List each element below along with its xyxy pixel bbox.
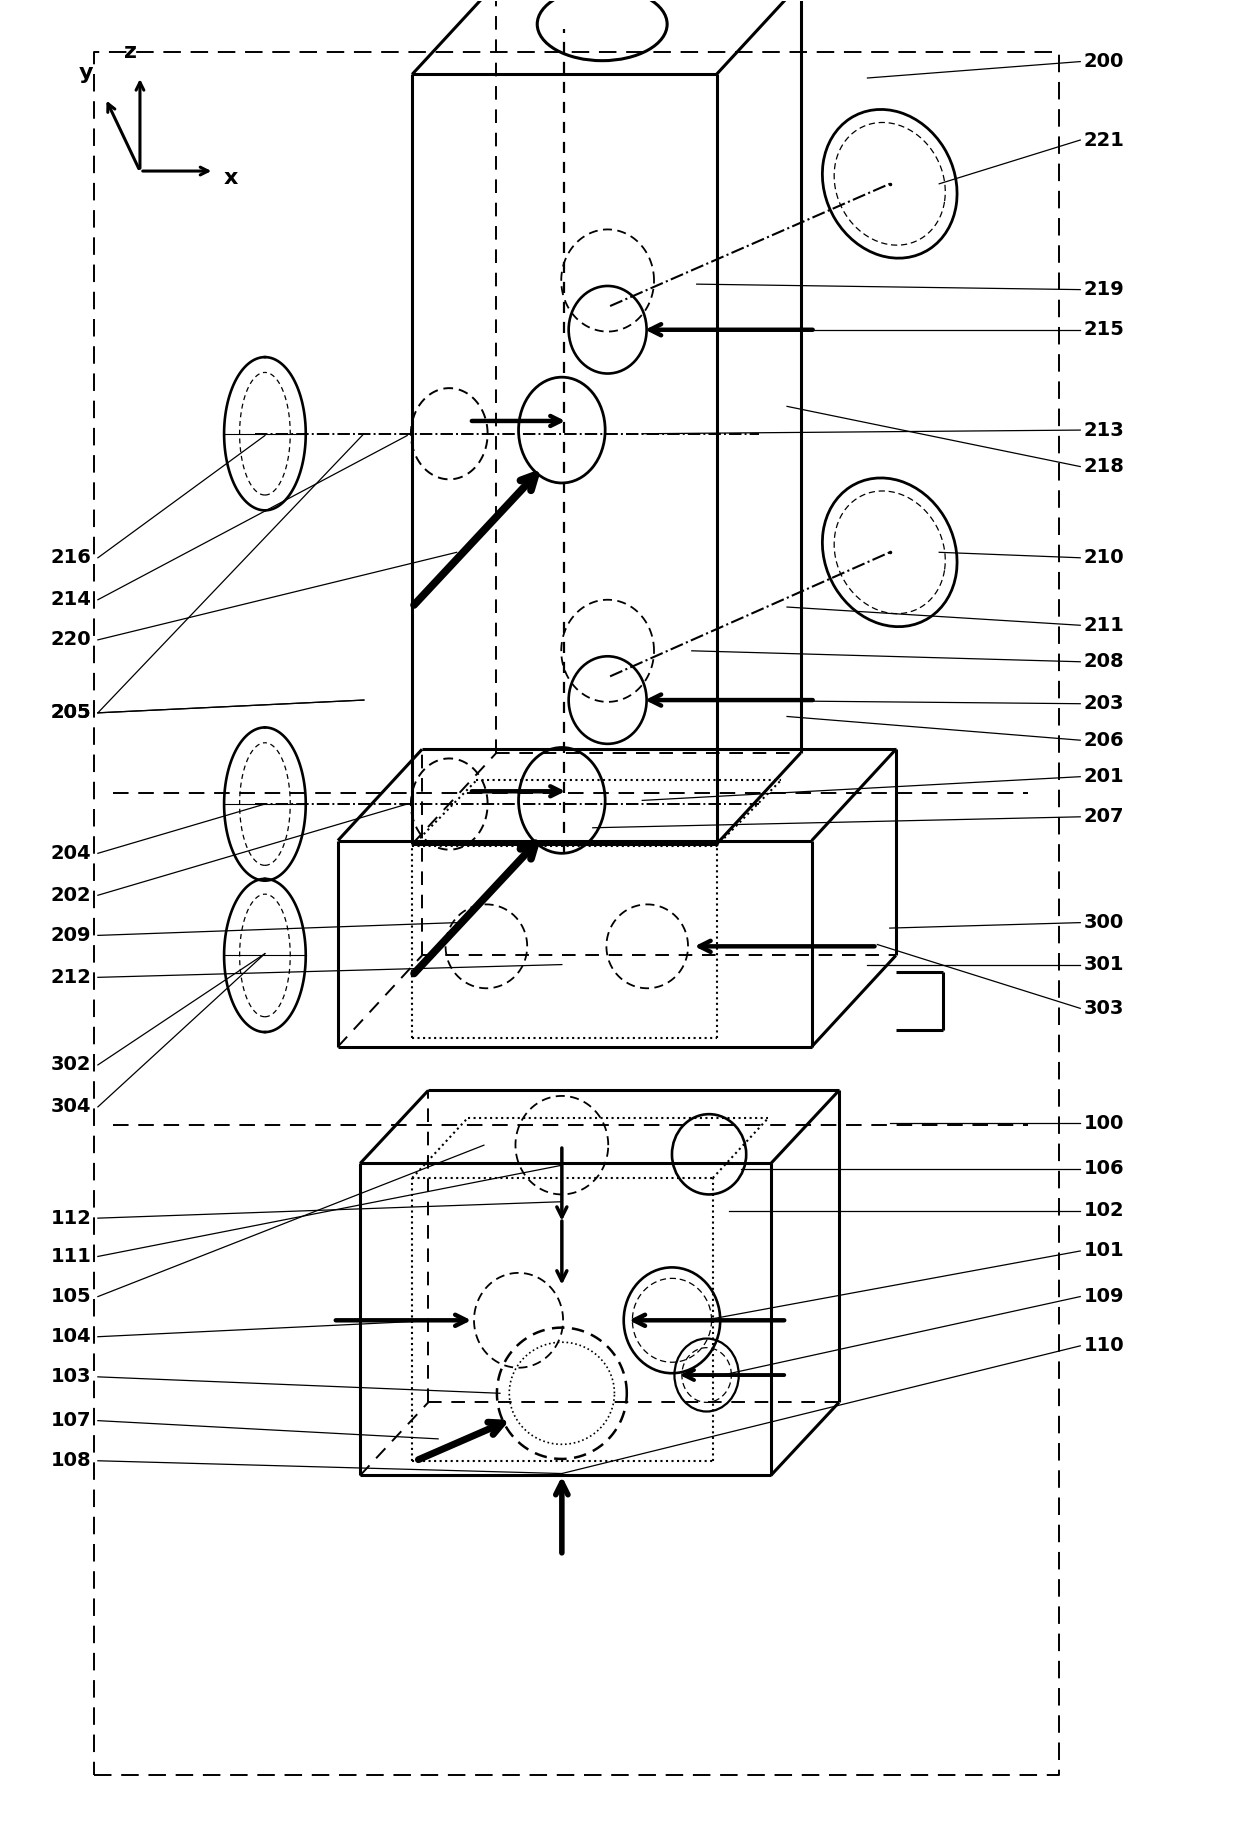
Text: 205: 205 bbox=[51, 703, 92, 722]
Text: 304: 304 bbox=[51, 1098, 92, 1116]
Text: 111: 111 bbox=[51, 1248, 92, 1266]
Text: 108: 108 bbox=[51, 1451, 92, 1471]
Text: 202: 202 bbox=[51, 886, 92, 904]
Text: 106: 106 bbox=[1084, 1160, 1125, 1178]
Text: 210: 210 bbox=[1084, 548, 1125, 566]
Text: 212: 212 bbox=[51, 968, 92, 987]
Text: 107: 107 bbox=[51, 1410, 92, 1431]
Text: x: x bbox=[224, 168, 238, 188]
Text: 100: 100 bbox=[1084, 1114, 1125, 1133]
Text: 103: 103 bbox=[51, 1367, 92, 1387]
Text: 303: 303 bbox=[1084, 999, 1125, 1018]
Text: 109: 109 bbox=[1084, 1286, 1125, 1306]
Text: 214: 214 bbox=[51, 590, 92, 608]
Text: 203: 203 bbox=[1084, 694, 1125, 713]
Text: 201: 201 bbox=[1084, 767, 1125, 786]
Text: 207: 207 bbox=[1084, 808, 1125, 826]
Text: 105: 105 bbox=[51, 1286, 92, 1306]
Text: 205: 205 bbox=[51, 703, 92, 722]
Text: 104: 104 bbox=[51, 1326, 92, 1346]
Text: 102: 102 bbox=[1084, 1202, 1125, 1220]
Text: 112: 112 bbox=[51, 1209, 92, 1228]
Text: 110: 110 bbox=[1084, 1336, 1125, 1356]
Text: z: z bbox=[124, 42, 136, 62]
Text: 204: 204 bbox=[51, 844, 92, 862]
Text: 208: 208 bbox=[1084, 652, 1125, 671]
Text: 221: 221 bbox=[1084, 130, 1125, 150]
Text: 219: 219 bbox=[1084, 280, 1125, 300]
Text: 213: 213 bbox=[1084, 420, 1125, 440]
Text: 302: 302 bbox=[51, 1056, 92, 1074]
Text: 215: 215 bbox=[1084, 320, 1125, 340]
Text: 220: 220 bbox=[51, 630, 92, 649]
Text: 200: 200 bbox=[1084, 53, 1125, 71]
Text: 216: 216 bbox=[51, 548, 92, 566]
Text: 209: 209 bbox=[51, 926, 92, 945]
Text: 300: 300 bbox=[1084, 914, 1125, 932]
Text: 301: 301 bbox=[1084, 956, 1125, 974]
Text: 218: 218 bbox=[1084, 457, 1125, 477]
Text: 101: 101 bbox=[1084, 1242, 1125, 1261]
Text: y: y bbox=[78, 64, 93, 84]
Text: 206: 206 bbox=[1084, 731, 1125, 749]
Text: 211: 211 bbox=[1084, 616, 1125, 634]
